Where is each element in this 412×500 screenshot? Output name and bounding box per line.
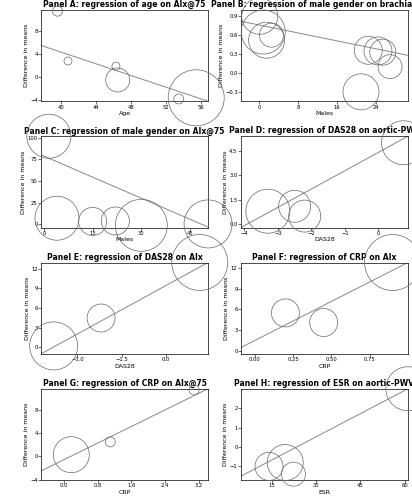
Y-axis label: Difference in means: Difference in means [225, 276, 229, 340]
Y-axis label: Difference in means: Difference in means [25, 276, 30, 340]
Y-axis label: Difference in means: Difference in means [23, 24, 28, 88]
Title: Panel B: regression of male gender on brachial-PWV: Panel B: regression of male gender on br… [211, 0, 412, 9]
X-axis label: DAS28: DAS28 [314, 238, 335, 242]
Y-axis label: Difference in means: Difference in means [218, 24, 224, 88]
Title: Panel C: regression of male gender on AIx@75: Panel C: regression of male gender on AI… [24, 126, 225, 136]
X-axis label: Age: Age [119, 111, 131, 116]
Title: Panel G: regression of CRP on AIx@75: Panel G: regression of CRP on AIx@75 [43, 379, 206, 388]
Title: Panel F: regression of CRP on AIx: Panel F: regression of CRP on AIx [252, 252, 397, 262]
Title: Panel D: regression of DAS28 on aortic-PWV: Panel D: regression of DAS28 on aortic-P… [229, 126, 412, 136]
Y-axis label: Difference in means: Difference in means [21, 150, 26, 214]
Title: Panel H: regression of ESR on aortic-PWV: Panel H: regression of ESR on aortic-PWV [234, 379, 412, 388]
Title: Panel A: regression of age on AIx@75: Panel A: regression of age on AIx@75 [43, 0, 206, 10]
X-axis label: CRP: CRP [119, 490, 131, 495]
X-axis label: CRP: CRP [318, 364, 330, 368]
X-axis label: DAS28: DAS28 [114, 364, 135, 368]
X-axis label: Males: Males [316, 111, 333, 116]
Y-axis label: Difference in means: Difference in means [223, 150, 228, 214]
X-axis label: ESR: ESR [318, 490, 330, 495]
Y-axis label: Difference in means: Difference in means [23, 402, 28, 466]
Title: Panel E: regression of DAS28 on AIx: Panel E: regression of DAS28 on AIx [47, 252, 203, 262]
X-axis label: Males: Males [116, 238, 133, 242]
Y-axis label: Difference in means: Difference in means [223, 402, 228, 466]
